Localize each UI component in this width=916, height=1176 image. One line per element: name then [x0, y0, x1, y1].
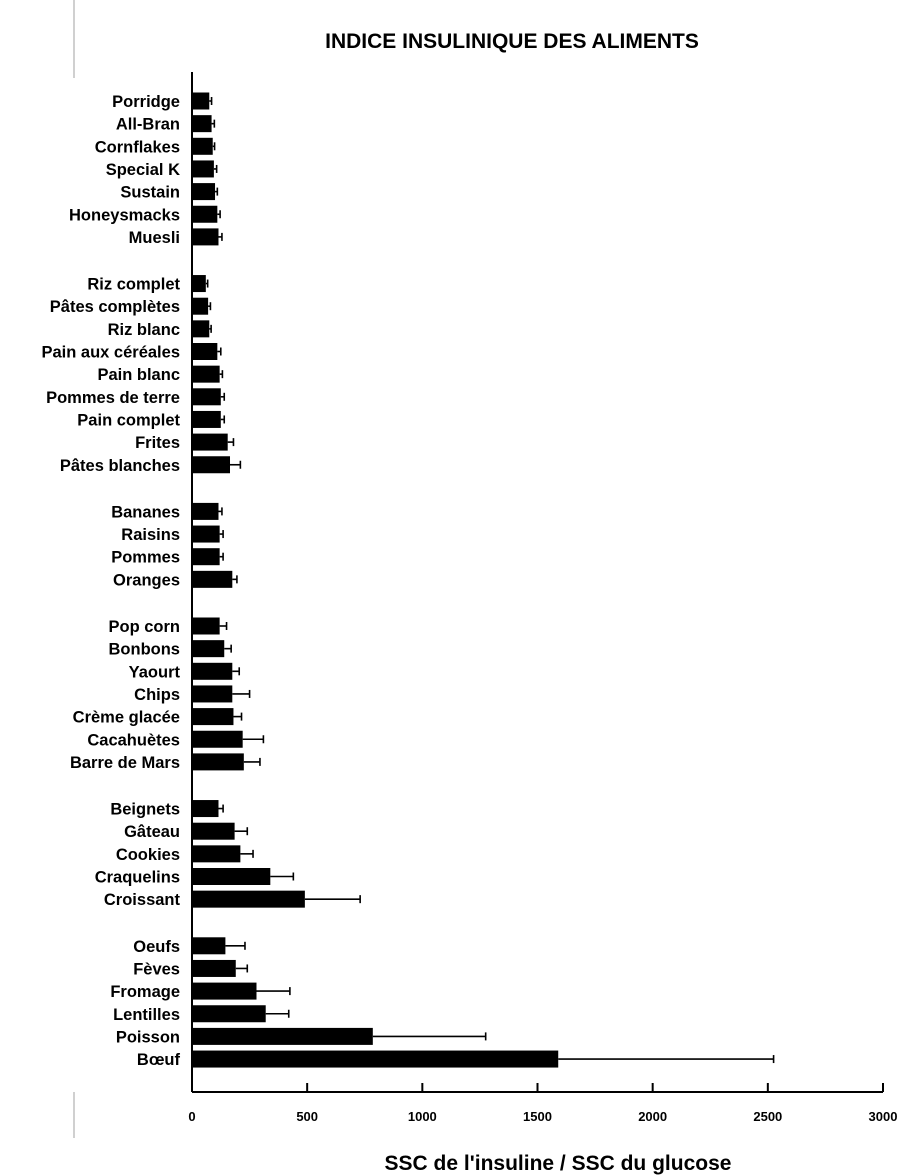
- bar: [192, 183, 216, 201]
- bar: [192, 800, 219, 818]
- bar: [192, 228, 219, 246]
- bar: [192, 92, 210, 110]
- category-label: Lentilles: [113, 1006, 180, 1024]
- bar: [192, 388, 221, 406]
- bar: [192, 297, 209, 315]
- bar: [192, 662, 233, 680]
- bar: [192, 205, 218, 223]
- category-label: Fèves: [133, 960, 180, 978]
- bar: [192, 343, 218, 360]
- bar: [192, 982, 257, 1000]
- bar: [192, 937, 226, 955]
- category-label: Pâtes complètes: [50, 298, 180, 316]
- category-label: Special K: [106, 161, 180, 179]
- bar: [192, 730, 243, 748]
- bar: [192, 502, 219, 520]
- bar: [192, 708, 234, 726]
- category-label: Yaourt: [129, 663, 181, 681]
- category-label: Honeysmacks: [69, 206, 180, 224]
- category-label: Pommes: [111, 549, 180, 567]
- category-label: Muesli: [129, 229, 180, 247]
- x-tick-label: 1000: [408, 1109, 437, 1124]
- category-label: Frites: [135, 434, 180, 452]
- x-tick-label: 2500: [753, 1109, 782, 1124]
- bar: [192, 115, 212, 133]
- category-label: Pommes de terre: [46, 389, 180, 407]
- bar: [192, 548, 220, 566]
- category-label: Pain aux céréales: [41, 344, 180, 362]
- category-label: Chips: [134, 686, 180, 704]
- category-label: Oeufs: [133, 938, 180, 956]
- category-label: Cacahuètes: [87, 731, 180, 749]
- bars-layer: [192, 92, 775, 1068]
- bar: [192, 1005, 266, 1023]
- x-tick-label: 0: [188, 1109, 195, 1124]
- bar: [192, 640, 225, 658]
- bar: [192, 570, 233, 588]
- category-label: Crème glacée: [73, 709, 180, 727]
- category-label: Fromage: [110, 983, 180, 1001]
- x-axis-label: SSC de l'insuline / SSC du glucose: [385, 1152, 732, 1175]
- x-tick-label: 500: [296, 1109, 318, 1124]
- x-tick-label: 2000: [638, 1109, 667, 1124]
- bar: [192, 275, 206, 293]
- chart-title: INDICE INSULINIQUE DES ALIMENTS: [325, 30, 699, 53]
- bar: [192, 685, 233, 703]
- category-label: Cookies: [116, 846, 180, 864]
- category-label: Craquelins: [95, 869, 180, 887]
- bar: [192, 456, 231, 474]
- bar: [192, 525, 220, 543]
- bar: [192, 137, 213, 155]
- category-label: Cornflakes: [95, 138, 180, 156]
- category-label: Bœuf: [137, 1051, 181, 1069]
- category-label: Sustain: [120, 184, 180, 202]
- bar: [192, 617, 220, 635]
- bar: [192, 160, 214, 178]
- bar: [192, 433, 228, 451]
- bar: [192, 822, 235, 840]
- category-label: Bonbons: [109, 641, 181, 659]
- category-label: Barre de Mars: [70, 754, 180, 772]
- category-label: All-Bran: [116, 116, 180, 134]
- category-label: Beignets: [110, 801, 180, 819]
- category-label: Croissant: [104, 891, 181, 909]
- bar: [192, 959, 236, 977]
- category-label: Gâteau: [124, 823, 180, 841]
- x-tick-label: 1500: [523, 1109, 552, 1124]
- category-label: Raisins: [121, 526, 180, 544]
- bar: [192, 365, 220, 383]
- bar: [192, 1050, 559, 1068]
- category-label: Porridge: [112, 93, 180, 111]
- bar: [192, 320, 210, 338]
- bar: [192, 890, 305, 908]
- x-tick-label: 3000: [869, 1109, 898, 1124]
- category-label: Bananes: [111, 503, 180, 521]
- bar: [192, 845, 241, 863]
- category-label: Pop corn: [108, 618, 180, 636]
- category-label: Pâtes blanches: [60, 457, 180, 475]
- x-ticks: 0 500 1000 1500 2000 2500 3000: [188, 1083, 897, 1124]
- bar: [192, 1027, 373, 1045]
- bar: [192, 868, 271, 885]
- category-label: Riz complet: [87, 276, 180, 294]
- bar: [192, 753, 244, 771]
- category-label: Riz blanc: [108, 321, 180, 339]
- category-label: Poisson: [116, 1028, 180, 1046]
- category-labels: Porridge All-Bran Cornflakes Special K Susta…: [41, 93, 180, 1069]
- category-label: Oranges: [113, 571, 180, 589]
- category-label: Pain complet: [77, 411, 180, 429]
- category-label: Pain blanc: [97, 366, 180, 384]
- bar: [192, 410, 221, 428]
